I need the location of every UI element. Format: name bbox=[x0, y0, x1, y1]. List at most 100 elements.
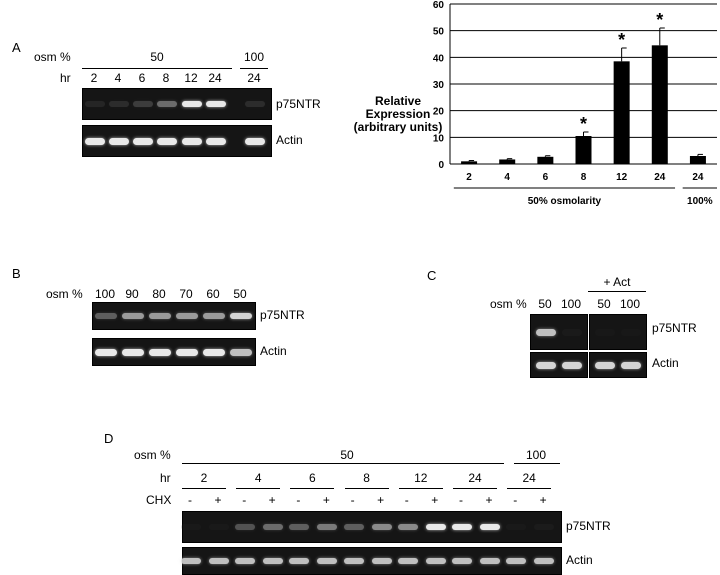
panel-a-hour-label: 24 bbox=[208, 71, 222, 85]
p75-band bbox=[534, 524, 555, 530]
chart-ytick-label: 30 bbox=[433, 80, 445, 91]
chart-bar bbox=[461, 161, 478, 164]
p75-band bbox=[176, 313, 198, 319]
actin-band bbox=[176, 348, 198, 356]
p75-band bbox=[480, 524, 500, 530]
chart-ytick-label: 10 bbox=[433, 133, 445, 144]
actin-band bbox=[209, 558, 229, 564]
panel-b-p75-gel bbox=[92, 302, 256, 330]
p75-band bbox=[133, 101, 153, 107]
panel-d-hour-label: 6 bbox=[309, 471, 316, 485]
panel-c-p75-gel-right bbox=[589, 314, 647, 350]
panel-a-osm-50: 50 bbox=[150, 50, 164, 64]
p75-band bbox=[230, 313, 252, 319]
actin-band bbox=[343, 558, 364, 564]
chart-ylabel-line-2: Expression bbox=[365, 107, 431, 121]
panel-a-osm-100: 100 bbox=[243, 50, 265, 64]
panel-d-osm-label: osm % bbox=[134, 448, 171, 462]
chart-bar bbox=[499, 159, 516, 164]
panel-d-hour-label: 4 bbox=[254, 471, 262, 485]
panel-a-hour-label: 4 bbox=[114, 71, 122, 85]
panel-d-hour-bar bbox=[290, 488, 335, 489]
actin-band bbox=[371, 558, 392, 564]
panel-b-lane-label: 60 bbox=[206, 287, 220, 301]
p75-band bbox=[371, 524, 392, 530]
panel-c-treatment: + Act bbox=[603, 275, 631, 289]
actin-band bbox=[149, 348, 171, 356]
actin-band bbox=[206, 137, 226, 145]
panel-d-hour-bar bbox=[507, 488, 552, 489]
panel-c-treatment-bar bbox=[588, 291, 646, 292]
panel-d-actin-gel bbox=[181, 547, 562, 575]
panel-d-chx-sign: + bbox=[431, 493, 439, 507]
actin-band bbox=[621, 361, 641, 369]
panel-d-chx-sign: - bbox=[459, 493, 463, 507]
panel-d-hour-bar bbox=[344, 488, 389, 489]
p75-band bbox=[182, 101, 202, 107]
chart-group-label-100: 100% bbox=[687, 196, 713, 207]
p75-band bbox=[595, 328, 615, 336]
actin-band bbox=[182, 137, 202, 145]
panel-d-hour-bar bbox=[182, 488, 226, 489]
actin-band bbox=[425, 558, 446, 564]
actin-band bbox=[235, 558, 256, 564]
p75-band bbox=[425, 524, 446, 530]
panel-d-hour-bar bbox=[453, 488, 497, 489]
panel-a-osm-100-bar bbox=[240, 68, 268, 69]
p75-band bbox=[245, 101, 265, 107]
p75-band bbox=[343, 524, 364, 530]
actin-band bbox=[230, 348, 252, 356]
panel-c-lane-label: 100 bbox=[560, 297, 582, 311]
panel-a-hour-label: 2 bbox=[90, 71, 98, 85]
panel-d-p75-label: p75NTR bbox=[566, 519, 611, 533]
p75-band bbox=[149, 313, 171, 319]
panel-d-osm-50-bar bbox=[182, 463, 504, 464]
panel-c-actin-gel-left bbox=[530, 352, 588, 378]
panel-d-chx-sign: - bbox=[513, 493, 518, 507]
chart-xtick-label: 6 bbox=[543, 172, 549, 183]
actin-band bbox=[95, 348, 117, 356]
p75-band bbox=[317, 524, 338, 530]
chart-significance-marker: * bbox=[618, 30, 625, 50]
panel-c-letter: C bbox=[427, 268, 437, 283]
panel-d-osm-100-bar bbox=[514, 463, 560, 464]
panel-d-chx-sign: - bbox=[296, 493, 301, 507]
panel-d-chx-sign: + bbox=[485, 493, 493, 507]
p75-band bbox=[95, 313, 117, 319]
panel-d-chx-sign: - bbox=[188, 493, 192, 507]
panel-d-hr-label: hr bbox=[160, 471, 171, 485]
p75-band bbox=[157, 101, 177, 107]
panel-b-letter: B bbox=[12, 266, 21, 281]
actin-band bbox=[562, 361, 582, 369]
panel-a-osm-50-bar bbox=[82, 68, 232, 69]
actin-band bbox=[480, 558, 500, 564]
panel-d-chx-sign: + bbox=[322, 493, 330, 507]
chart-group-label-50: 50% osmolarity bbox=[528, 196, 602, 207]
actin-band bbox=[157, 137, 177, 145]
panel-b-lane-label: 100 bbox=[94, 287, 116, 301]
p75-band bbox=[122, 313, 144, 319]
p75-band bbox=[203, 313, 225, 319]
panel-a-actin-label: Actin bbox=[276, 133, 303, 147]
panel-c-lane-label: 50 bbox=[538, 297, 552, 311]
panel-d-hour-label: 24 bbox=[468, 471, 482, 485]
panel-a-hour-label: 8 bbox=[162, 71, 170, 85]
chart-significance-marker: * bbox=[580, 114, 587, 134]
actin-band bbox=[133, 137, 153, 145]
p75-band bbox=[85, 101, 105, 107]
p75-band bbox=[536, 328, 556, 336]
actin-band bbox=[109, 137, 129, 145]
actin-band bbox=[289, 558, 310, 564]
chart-xtick-label: 24 bbox=[692, 172, 704, 183]
panel-d-hour-label: 8 bbox=[363, 471, 370, 485]
chart-xtick-label: 8 bbox=[581, 172, 587, 183]
p75-band bbox=[397, 524, 418, 530]
chart-ytick-label: 50 bbox=[433, 27, 445, 38]
chart-ytick-label: 60 bbox=[433, 0, 445, 11]
actin-band bbox=[122, 348, 144, 356]
panel-d-chx-sign: - bbox=[242, 493, 247, 507]
chart-ylabel-line-1: Relative bbox=[374, 94, 422, 108]
panel-c-lane-label: 50 bbox=[597, 297, 611, 311]
panel-a-hour-label: 6 bbox=[138, 71, 146, 85]
